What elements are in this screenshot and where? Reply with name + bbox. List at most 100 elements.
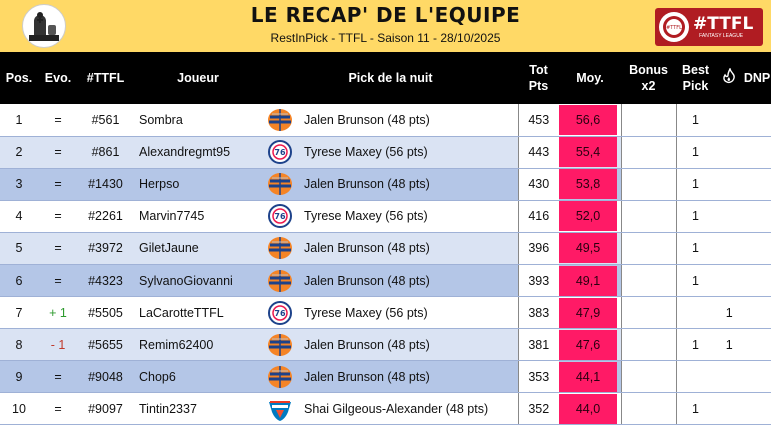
cell-pick: 76 Tyrese Maxey (56 pts) [263, 296, 518, 330]
table-row: 3 = #1430 Herpso Jalen Brunson (48 pts) 430 53… [0, 168, 771, 201]
cell-pos: 1 [0, 104, 38, 137]
sixers-logo-icon: 76 [266, 139, 294, 165]
cell-tot: 353 [517, 360, 559, 394]
pick-text: Jalen Brunson (48 pts) [304, 369, 430, 384]
cell-dnp [743, 168, 771, 201]
cell-pos: 2 [0, 136, 38, 169]
cell-tot: 396 [517, 232, 559, 265]
cell-ttfl: #5505 [78, 296, 133, 330]
col-header-ttfl: #TTFL [86, 71, 125, 85]
cell-pick: Jalen Brunson (48 pts) [263, 104, 518, 137]
moy-value: 56,6 [559, 104, 617, 135]
pick-text: Jalen Brunson (48 pts) [304, 241, 430, 256]
knicks-logo-icon [266, 107, 294, 133]
moy-value: 55,4 [559, 137, 617, 168]
col-header-tot: Tot Pts [518, 52, 559, 104]
ttfl-logo-text: #TTFL [693, 13, 754, 34]
cell-bonus [620, 232, 677, 265]
col-header-pos: Pos. [5, 71, 33, 85]
cell-moy: 44,1 [559, 360, 621, 394]
cell-joueur: Marvin7745 [133, 200, 263, 233]
team-logo-tombstone-icon [22, 4, 66, 48]
cell-tot: 383 [517, 296, 559, 330]
cell-pick: Jalen Brunson (48 pts) [263, 360, 518, 394]
cell-dnp [743, 200, 771, 233]
cell-joueur: GiletJaune [133, 232, 263, 265]
cell-best: 1 [675, 200, 716, 233]
cell-bonus [620, 264, 677, 298]
ttfl-logo-sub: FANTASY LEAGUE [699, 32, 744, 39]
cell-tot: 352 [517, 392, 559, 425]
cell-fire: 1 [714, 296, 744, 330]
cell-dnp [743, 104, 771, 137]
cell-joueur: Tintin2337 [133, 392, 263, 425]
cell-bonus [620, 392, 677, 425]
pick-text: Jalen Brunson (48 pts) [304, 273, 430, 288]
moy-value: 49,1 [559, 265, 617, 296]
cell-evo: = [38, 136, 78, 169]
table-row: 2 = #861 Alexandregmt95 76 Tyrese Maxey (56 p… [0, 136, 771, 169]
moy-value: 44,0 [559, 393, 617, 424]
cell-bonus [620, 328, 677, 362]
cell-best [675, 360, 716, 394]
cell-tot: 430 [517, 168, 559, 201]
cell-pos: 9 [0, 360, 38, 394]
cell-bonus [620, 136, 677, 169]
cell-best: 1 [675, 392, 716, 425]
cell-evo: = [38, 168, 78, 201]
cell-evo: = [38, 360, 78, 394]
cell-joueur: Remim62400 [133, 328, 263, 362]
cell-bonus [620, 104, 677, 137]
cell-fire [714, 136, 744, 169]
cell-pos: 4 [0, 200, 38, 233]
cell-bonus [620, 168, 677, 201]
cell-joueur: Herpso [133, 168, 263, 201]
cell-pick: Jalen Brunson (48 pts) [263, 328, 518, 362]
cell-moy: 56,6 [559, 104, 621, 137]
cell-pos: 7 [0, 296, 38, 330]
cell-best: 1 [675, 328, 716, 362]
moy-value: 52,0 [559, 201, 617, 232]
col-header-bonus-line1: Bonus [629, 63, 668, 77]
cell-fire [714, 392, 744, 425]
col-header-bonus-line2: x2 [641, 79, 656, 93]
cell-evo: = [38, 104, 78, 137]
cell-pick: Jalen Brunson (48 pts) [263, 232, 518, 265]
svg-text:76: 76 [274, 212, 286, 221]
cell-bonus [620, 360, 677, 394]
col-header-best: Best Pick [676, 52, 715, 104]
page-subtitle: RestInPick - TTFL - Saison 11 - 28/10/20… [270, 31, 501, 45]
cell-tot: 381 [517, 328, 559, 362]
col-header-tot-line2: Pts [528, 79, 549, 93]
knicks-logo-icon [266, 171, 294, 197]
col-header-moy: Moy. [576, 71, 604, 85]
flame-icon [715, 52, 743, 104]
table-row: 7 + 1 #5505 LaCarotteTTFL 76 Tyrese Maxey (56… [0, 296, 771, 330]
cell-dnp [743, 136, 771, 169]
cell-pick: Jalen Brunson (48 pts) [263, 264, 518, 298]
cell-dnp [743, 360, 771, 394]
cell-pick: Shai Gilgeous-Alexander (48 pts) [263, 392, 518, 425]
cell-tot: 393 [517, 264, 559, 298]
cell-fire: 1 [714, 328, 744, 362]
svg-text:76: 76 [274, 148, 286, 157]
cell-fire [714, 232, 744, 265]
cell-ttfl: #561 [78, 104, 133, 137]
moy-value: 47,6 [559, 329, 617, 360]
cell-dnp [743, 296, 771, 330]
cell-moy: 49,1 [559, 264, 621, 298]
cell-pick: 76 Tyrese Maxey (56 pts) [263, 136, 518, 169]
cell-evo: - 1 [38, 328, 78, 362]
knicks-logo-icon [266, 364, 294, 390]
cell-best: 1 [675, 264, 716, 298]
table-row: 9 = #9048 Chop6 Jalen Brunson (48 pts) 353 44,… [0, 360, 771, 394]
knicks-logo-icon [266, 332, 294, 358]
thunder-logo-icon [266, 396, 294, 422]
cell-ttfl: #5655 [78, 328, 133, 362]
cell-tot: 416 [517, 200, 559, 233]
cell-best: 1 [675, 232, 716, 265]
pick-text: Jalen Brunson (48 pts) [304, 337, 430, 352]
cell-ttfl: #861 [78, 136, 133, 169]
table-row: 10 = #9097 Tintin2337 Shai Gilgeous-Alexande… [0, 392, 771, 425]
cell-joueur: Sombra [133, 104, 263, 137]
